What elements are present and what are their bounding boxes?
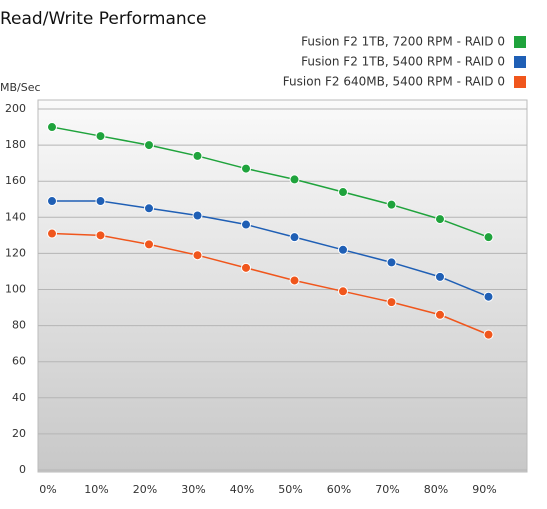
data-point — [47, 122, 57, 133]
data-point — [338, 244, 348, 255]
x-tick-label: 70% — [375, 483, 399, 496]
y-axis-label: MB/Sec — [0, 81, 41, 94]
x-tick-label: 10% — [84, 483, 108, 496]
data-point — [483, 291, 494, 302]
data-point — [241, 163, 251, 174]
data-point — [95, 131, 106, 142]
plot-area — [37, 99, 528, 473]
data-point — [435, 214, 445, 225]
y-tick-label: 20 — [12, 427, 26, 440]
y-tick-label: 140 — [5, 210, 26, 223]
data-point — [47, 196, 57, 207]
data-point — [289, 275, 300, 286]
data-point — [338, 286, 348, 297]
data-point — [386, 257, 397, 268]
data-point — [386, 297, 397, 308]
data-point — [289, 174, 300, 185]
y-tick-label: 180 — [5, 138, 26, 151]
data-point — [289, 232, 300, 243]
data-point — [338, 187, 348, 198]
x-tick-label: 90% — [472, 483, 496, 496]
x-tick-label: 60% — [327, 483, 351, 496]
data-point — [192, 210, 203, 221]
series-line — [52, 200, 489, 298]
data-point — [241, 219, 251, 230]
legend-swatch — [514, 36, 526, 48]
legend-label: Fusion F2 1TB, 5400 RPM - RAID 0 — [301, 55, 505, 69]
x-tick-label: 0% — [39, 483, 56, 496]
data-point — [192, 150, 203, 161]
y-tick-label: 80 — [12, 319, 26, 332]
y-tick-label: 0 — [19, 463, 26, 476]
data-point — [144, 140, 154, 151]
data-point — [241, 262, 251, 273]
data-point — [192, 250, 203, 261]
legend-label: Fusion F2 640MB, 5400 RPM - RAID 0 — [283, 75, 505, 89]
y-tick-label: 100 — [5, 283, 26, 296]
y-tick-label: 120 — [5, 246, 26, 259]
series-line — [51, 126, 489, 238]
x-tick-label: 30% — [181, 483, 205, 496]
chart-title: Read/Write Performance — [0, 9, 206, 29]
legend-label: Fusion F2 1TB, 7200 RPM - RAID 0 — [301, 35, 505, 49]
data-point — [144, 203, 154, 214]
x-tick-label: 50% — [278, 483, 302, 496]
y-tick-label: 160 — [5, 174, 26, 187]
x-tick-label: 20% — [133, 483, 157, 496]
data-point — [386, 199, 397, 210]
data-point — [483, 329, 494, 340]
data-point — [435, 271, 445, 282]
data-point — [435, 309, 445, 320]
x-tick-label: 80% — [424, 483, 448, 496]
data-point — [483, 232, 494, 243]
y-tick-label: 40 — [12, 391, 26, 404]
series-line — [51, 232, 489, 336]
data-point — [95, 196, 106, 207]
legend-swatch — [514, 76, 526, 88]
y-tick-label: 60 — [12, 355, 26, 368]
y-tick-label: 200 — [5, 102, 26, 115]
legend-swatch — [514, 56, 526, 68]
data-point — [95, 230, 106, 241]
data-point — [144, 239, 154, 250]
x-tick-label: 40% — [230, 483, 254, 496]
data-point — [47, 228, 57, 239]
